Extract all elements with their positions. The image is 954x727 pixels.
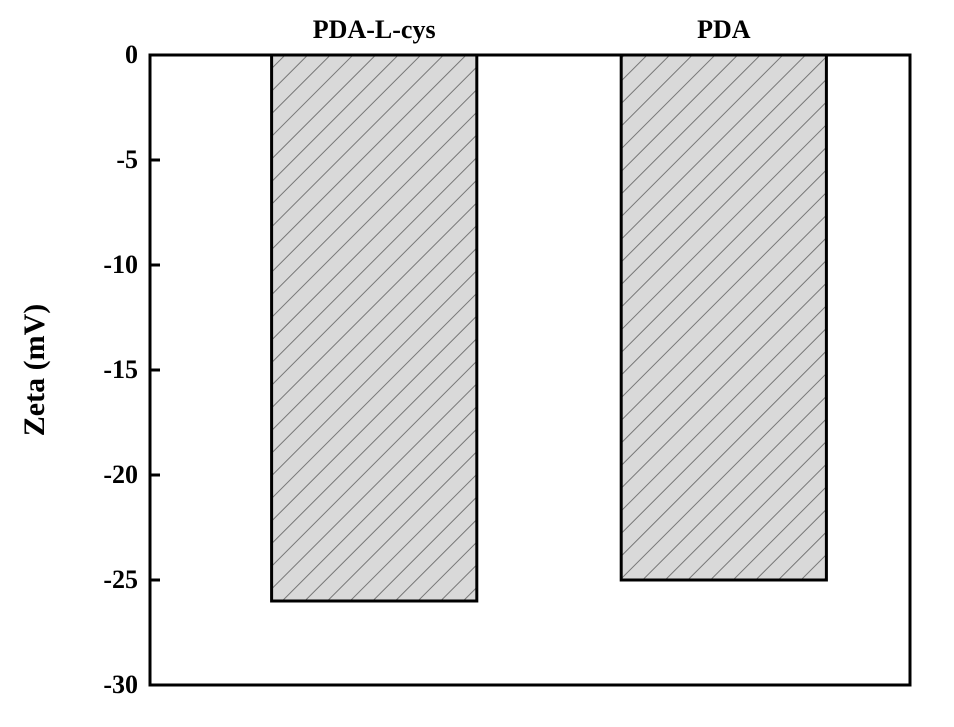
y-axis-label: Zeta (mV) [18, 304, 52, 436]
plot-area [0, 0, 954, 727]
y-tick-label: -10 [103, 250, 138, 280]
y-tick-label: -5 [116, 145, 138, 175]
bar [272, 55, 477, 601]
y-tick-label: -30 [103, 670, 138, 700]
y-tick-label: -15 [103, 355, 138, 385]
category-label: PDA [697, 15, 750, 45]
category-label: PDA-L-cys [313, 15, 436, 45]
bar [621, 55, 826, 580]
y-tick-label: -20 [103, 460, 138, 490]
y-tick-label: 0 [125, 40, 138, 70]
y-tick-label: -25 [103, 565, 138, 595]
zeta-bar-chart: Zeta (mV) 0 -5 -10 -15 -20 -25 -30 PDA-L-cys PDA [0, 0, 954, 727]
